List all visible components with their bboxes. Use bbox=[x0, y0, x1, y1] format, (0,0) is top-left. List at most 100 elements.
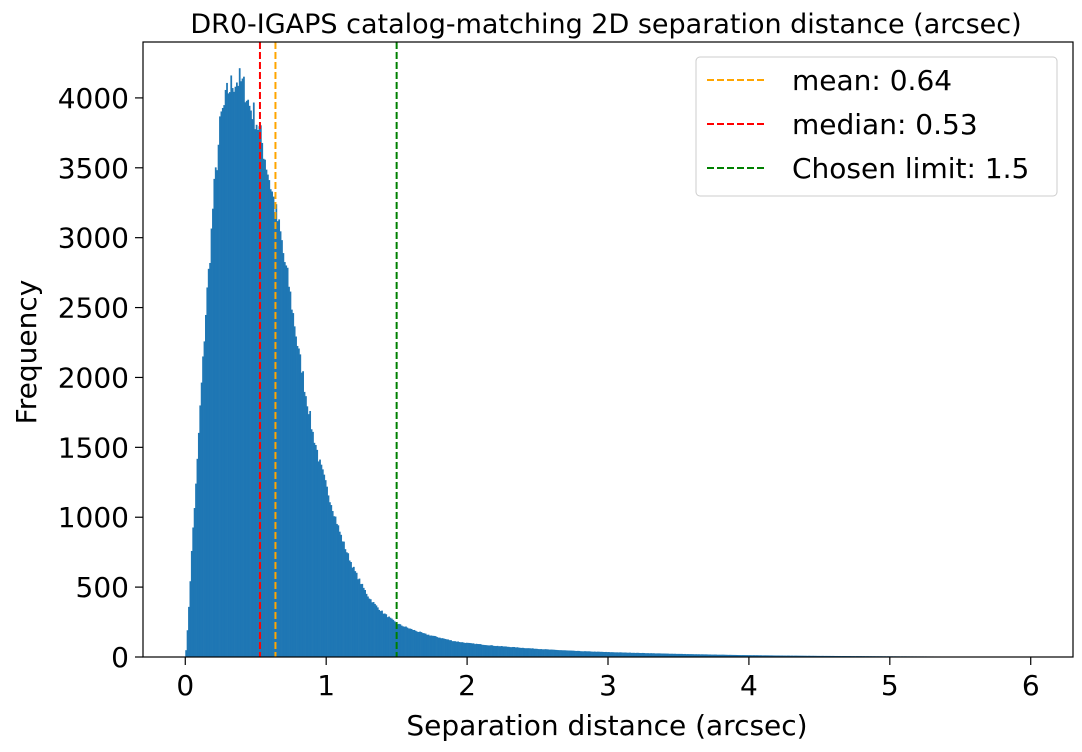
histogram-bar bbox=[214, 167, 217, 657]
histogram-bar bbox=[200, 382, 203, 657]
histogram-bar bbox=[450, 640, 452, 657]
histogram-bar bbox=[206, 287, 209, 657]
histogram-bar bbox=[195, 483, 197, 657]
histogram-bar bbox=[777, 655, 779, 657]
histogram-bar bbox=[599, 651, 602, 657]
histogram-bar bbox=[540, 649, 543, 657]
histogram-bar bbox=[447, 639, 450, 657]
histogram-bar bbox=[193, 508, 196, 657]
histogram-bar bbox=[771, 655, 774, 657]
y-tick-label: 2500 bbox=[58, 292, 129, 325]
histogram-bar bbox=[806, 655, 809, 657]
y-axis-ticks: 0 500 1000 1500 2000 2500 3000 3500 4000 bbox=[58, 82, 143, 674]
histogram-bar bbox=[468, 642, 471, 657]
histogram-bar bbox=[295, 336, 297, 657]
histogram-bar bbox=[637, 652, 640, 657]
histogram-bar bbox=[205, 314, 207, 657]
histogram-bar bbox=[240, 81, 242, 658]
histogram-bar bbox=[382, 613, 385, 657]
histogram-bar bbox=[499, 646, 502, 657]
histogram-bar bbox=[221, 107, 224, 658]
histogram-bar bbox=[385, 614, 388, 657]
y-tick-label: 0 bbox=[111, 641, 129, 674]
y-tick-label: 1500 bbox=[58, 431, 129, 464]
histogram-bar bbox=[761, 655, 764, 657]
histogram-bar bbox=[420, 632, 423, 657]
histogram-bar bbox=[627, 652, 630, 657]
histogram-bar bbox=[600, 651, 603, 657]
y-tick-label: 1000 bbox=[58, 501, 129, 534]
chart-title: DR0-IGAPS catalog-matching 2D separation… bbox=[190, 9, 1021, 40]
histogram-bar bbox=[469, 643, 472, 657]
histogram-bar bbox=[538, 649, 541, 657]
histogram-bar bbox=[396, 624, 399, 657]
histogram-bar bbox=[500, 646, 503, 657]
histogram-bar bbox=[716, 654, 719, 657]
histogram-bar bbox=[763, 655, 765, 657]
histogram-bar bbox=[733, 654, 736, 657]
histogram-bar bbox=[648, 653, 651, 657]
histogram-bar bbox=[672, 653, 675, 657]
histogram-bar bbox=[402, 626, 405, 657]
histogram-bar bbox=[436, 636, 438, 657]
histogram-bar bbox=[520, 647, 523, 657]
histogram-bar bbox=[247, 99, 250, 658]
histogram-bar bbox=[443, 638, 445, 657]
histogram-bar bbox=[651, 653, 654, 657]
histogram-bar bbox=[458, 642, 461, 657]
histogram-bar bbox=[347, 553, 350, 657]
histogram-bar bbox=[262, 158, 265, 658]
x-tick-label: 6 bbox=[1022, 669, 1040, 702]
histogram-bar bbox=[803, 655, 806, 657]
histogram-bar bbox=[486, 645, 489, 657]
histogram-bar bbox=[698, 654, 700, 657]
histogram-bar bbox=[740, 655, 743, 657]
histogram-bar bbox=[557, 650, 560, 657]
histogram-bar bbox=[548, 649, 551, 657]
histogram-bar bbox=[223, 105, 226, 658]
histogram-bar bbox=[609, 652, 612, 657]
histogram-bar bbox=[696, 654, 699, 657]
histogram-bar bbox=[799, 655, 802, 657]
histogram-bar bbox=[596, 651, 599, 657]
histogram-bar bbox=[210, 228, 213, 658]
histogram-bar bbox=[546, 649, 548, 657]
histogram-bar bbox=[753, 655, 755, 657]
histogram-bar bbox=[655, 653, 658, 657]
histogram-bar bbox=[809, 655, 812, 657]
histogram-bar bbox=[343, 541, 345, 657]
legend-label: Chosen limit: 1.5 bbox=[792, 152, 1029, 185]
histogram-bar bbox=[298, 348, 300, 657]
histogram-bar bbox=[451, 641, 454, 657]
histogram-bar bbox=[561, 650, 564, 657]
histogram-bar bbox=[293, 326, 296, 657]
histogram-bar bbox=[389, 617, 392, 657]
histogram-bar bbox=[378, 609, 381, 657]
histogram-bar bbox=[350, 562, 352, 657]
histogram-bar bbox=[234, 86, 237, 658]
histogram-bar bbox=[337, 525, 340, 657]
histogram-bar bbox=[243, 76, 245, 658]
histogram-bar bbox=[603, 652, 606, 657]
histogram-bar bbox=[743, 655, 746, 657]
histogram-bar bbox=[751, 655, 754, 657]
histogram-bar bbox=[185, 650, 188, 657]
histogram-bar bbox=[567, 650, 569, 657]
x-tick-label: 2 bbox=[458, 669, 476, 702]
histogram-bar bbox=[365, 593, 368, 657]
histogram-bar bbox=[765, 655, 768, 657]
histogram-bar bbox=[633, 652, 636, 657]
histogram-bar bbox=[445, 639, 448, 657]
histogram-bar bbox=[658, 653, 661, 657]
y-axis-label: Frequency bbox=[10, 280, 43, 425]
histogram-bar bbox=[569, 650, 572, 657]
histogram-bar bbox=[400, 625, 403, 657]
histogram-bar bbox=[345, 552, 348, 657]
histogram-bar bbox=[265, 169, 268, 657]
histogram-bar bbox=[736, 655, 738, 657]
histogram-bar bbox=[686, 654, 689, 657]
histogram-bar bbox=[682, 654, 685, 657]
histogram-bar bbox=[568, 650, 571, 657]
histogram-bar bbox=[471, 643, 474, 657]
histogram-bar bbox=[802, 655, 805, 657]
